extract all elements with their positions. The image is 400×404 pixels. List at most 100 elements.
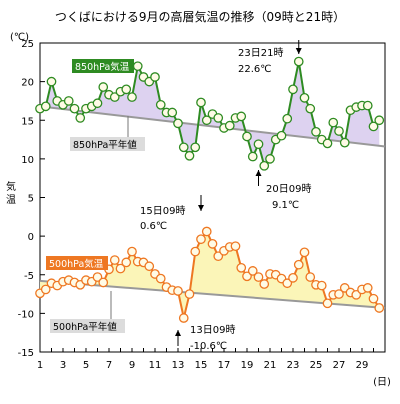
- point-500: [144, 261, 155, 272]
- legend-850-normal: 850hPa平年値: [73, 139, 137, 151]
- annotation-max-850-arrow-head: [295, 48, 302, 54]
- point-850: [362, 100, 373, 111]
- y-tick-label: 15: [21, 116, 34, 127]
- point-500: [121, 257, 132, 268]
- point-850: [265, 154, 275, 164]
- point-850: [98, 82, 109, 92]
- y-unit-label: (℃): [10, 32, 29, 43]
- chart-title: つくばにおける9月の高層気温の推移（09時と21時）: [55, 9, 345, 24]
- point-500: [190, 246, 201, 257]
- point-850: [242, 131, 252, 142]
- point-500: [374, 303, 385, 313]
- point-500: [230, 241, 241, 252]
- point-500: [155, 273, 166, 284]
- point-500: [316, 280, 327, 291]
- point-850: [311, 126, 321, 137]
- point-850: [374, 115, 385, 126]
- point-500: [259, 279, 270, 289]
- point-850: [282, 113, 293, 124]
- x-tick-label: 29: [356, 360, 369, 371]
- point-500: [207, 239, 218, 249]
- point-850: [322, 138, 333, 149]
- annotation-min-500-arrow-head: [175, 330, 181, 336]
- point-850: [259, 160, 270, 171]
- point-500: [288, 272, 298, 283]
- point-500: [127, 246, 137, 257]
- point-500: [109, 255, 120, 265]
- point-500: [334, 289, 344, 299]
- x-tick-label: 21: [264, 360, 277, 371]
- legend-500-normal: 500hPa平年値: [53, 321, 117, 333]
- point-500: [322, 298, 333, 309]
- point-500: [253, 272, 264, 282]
- annotation-max-500-time: 15日09時: [140, 205, 185, 217]
- annotation-max-850-value: 22.6℃: [238, 64, 272, 75]
- x-tick-label: 19: [241, 360, 254, 371]
- x-axis-label: (日): [373, 377, 391, 388]
- point-850: [40, 101, 51, 112]
- annotation-min-500-time: 13日09時: [190, 324, 235, 336]
- point-850: [339, 137, 350, 148]
- point-500: [351, 289, 362, 300]
- point-500: [201, 226, 212, 237]
- point-500: [196, 234, 206, 245]
- point-850: [328, 117, 339, 128]
- point-500: [98, 277, 109, 288]
- point-850: [132, 61, 143, 72]
- y-tick-label: 0: [28, 232, 34, 243]
- point-850: [92, 98, 103, 109]
- annotation-min-850-time: 20日09時: [266, 183, 311, 195]
- point-850: [288, 84, 298, 95]
- point-850: [46, 76, 57, 87]
- point-500: [247, 266, 258, 276]
- point-850: [334, 126, 344, 136]
- annotation-max-850-time: 23日21時: [238, 47, 283, 59]
- point-850: [167, 107, 178, 118]
- point-850: [247, 151, 258, 162]
- point-500: [178, 313, 189, 323]
- x-tick-label: 27: [333, 360, 346, 371]
- point-850: [190, 142, 201, 153]
- fill-500-anomaly: [40, 231, 380, 318]
- point-850: [63, 96, 74, 106]
- y-tick-label: 10: [21, 155, 34, 166]
- x-tick-label: 11: [149, 360, 162, 371]
- x-tick-label: 15: [195, 360, 208, 371]
- point-850: [109, 92, 120, 102]
- annotation-max-500-arrow-head: [198, 205, 204, 211]
- point-500: [242, 271, 252, 282]
- legend-850-temp: 850hPa気温: [75, 61, 130, 73]
- x-tick-label: 9: [129, 360, 135, 371]
- y-tick-label: 20: [21, 78, 34, 89]
- point-500: [368, 293, 379, 304]
- point-500: [184, 289, 195, 299]
- x-tick-label: 25: [310, 360, 323, 371]
- legend-850-temp-box: [72, 59, 134, 73]
- point-500: [282, 278, 293, 289]
- point-500: [236, 262, 247, 273]
- point-850: [196, 97, 206, 108]
- annotation-min-850-arrow-head: [255, 170, 262, 176]
- x-tick-label: 23: [287, 360, 300, 371]
- point-500: [115, 263, 126, 274]
- point-850: [127, 92, 137, 102]
- point-500: [293, 259, 304, 270]
- y-tick-label: -5: [24, 271, 34, 282]
- point-850: [150, 72, 160, 82]
- point-500: [362, 283, 373, 293]
- point-850: [213, 113, 224, 123]
- point-850: [121, 84, 132, 95]
- legend-500-temp: 500hPa気温: [49, 258, 104, 270]
- point-850: [224, 120, 235, 131]
- point-500: [92, 272, 103, 282]
- point-500: [173, 286, 183, 296]
- point-850: [276, 130, 287, 141]
- x-tick-label: 5: [83, 360, 89, 371]
- point-500: [40, 284, 51, 295]
- point-850: [69, 103, 80, 114]
- point-850: [299, 92, 310, 103]
- point-850: [155, 99, 166, 110]
- point-850: [368, 121, 379, 132]
